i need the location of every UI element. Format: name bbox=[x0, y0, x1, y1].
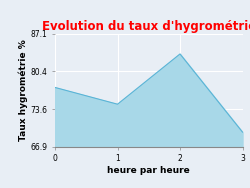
Title: Evolution du taux d'hygrométrie: Evolution du taux d'hygrométrie bbox=[42, 20, 250, 33]
X-axis label: heure par heure: heure par heure bbox=[108, 166, 190, 175]
Y-axis label: Taux hygrométrie %: Taux hygrométrie % bbox=[18, 39, 28, 141]
